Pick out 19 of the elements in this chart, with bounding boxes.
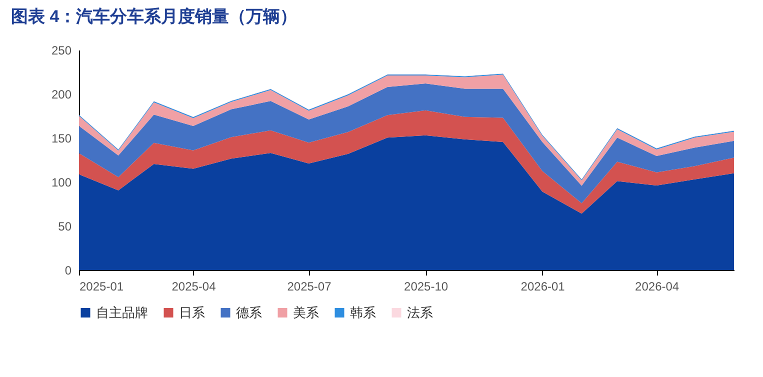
y-tick-label: 50: [58, 220, 72, 234]
x-tick-label: 2025-01: [80, 280, 124, 294]
y-tick-label: 250: [51, 44, 72, 58]
x-tick-label: 2025-04: [172, 280, 216, 294]
x-tick-label: 2026-04: [635, 280, 680, 294]
legend-label: 法系: [407, 304, 433, 320]
y-tick-label: 0: [64, 264, 72, 278]
legend-label: 日系: [179, 304, 205, 320]
chart-title: 图表 4：汽车分车系月度销量（万辆）: [10, 7, 298, 26]
x-tick-label: 2025-07: [287, 280, 332, 294]
y-tick-label: 100: [51, 176, 72, 190]
legend-label: 自主品牌: [96, 304, 148, 320]
x-tick-label: 2026-01: [520, 280, 566, 294]
legend-label: 美系: [293, 304, 319, 320]
y-tick-label: 200: [51, 88, 72, 102]
x-tick-label: 2025-10: [404, 280, 448, 294]
y-tick-label: 150: [51, 132, 72, 146]
legend-label: 韩系: [350, 304, 376, 320]
legend-label: 德系: [236, 304, 262, 320]
